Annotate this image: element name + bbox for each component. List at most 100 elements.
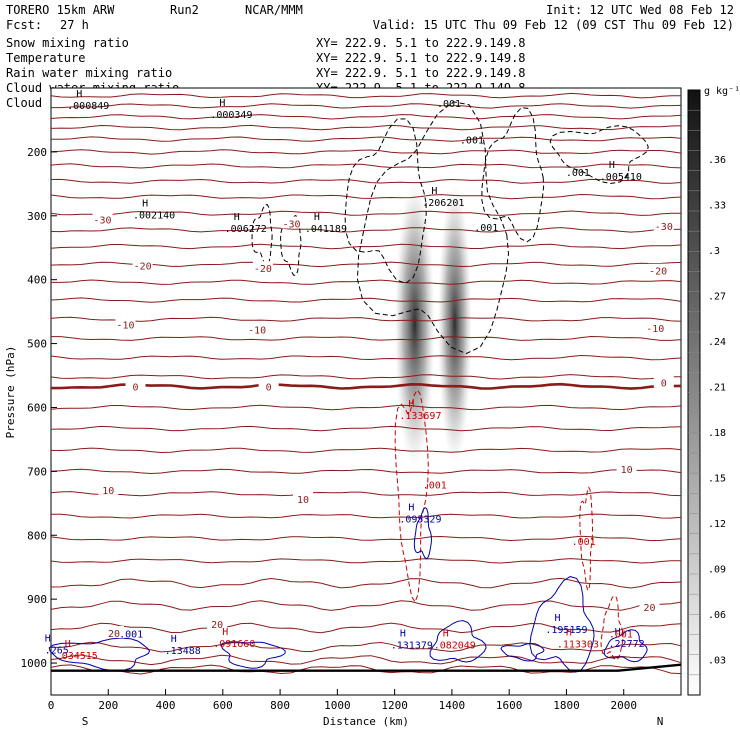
y-axis-title: Pressure (hPa) bbox=[4, 346, 17, 439]
max-marker-17: H bbox=[45, 633, 51, 644]
legend-label-0: Snow mixing ratio bbox=[6, 36, 129, 50]
max-marker-14: H bbox=[566, 628, 572, 639]
x-tick-label-8: 1600 bbox=[496, 699, 523, 712]
south-endpoint: S bbox=[82, 715, 89, 728]
rain-contour-east bbox=[579, 486, 594, 592]
max-marker-15: H bbox=[615, 627, 621, 638]
temp-label-13: 10 bbox=[297, 495, 309, 506]
temperature-line-25 bbox=[50, 513, 682, 519]
colorbar-label-11: .03 bbox=[708, 656, 726, 667]
init-time: Init: 12 UTC Wed 08 Feb 12 bbox=[546, 3, 734, 17]
temperature-line-26 bbox=[50, 535, 682, 542]
temp-label-bg-14 bbox=[616, 461, 637, 474]
x-tick-label-7: 1400 bbox=[439, 699, 466, 712]
forecast-hour: 27 h bbox=[60, 18, 89, 32]
legend-xy-1: XY= 222.9. 5.1 to 222.9.149.8 bbox=[316, 51, 526, 65]
colorbar-label-1: .33 bbox=[708, 201, 726, 212]
temp-label-bg-15 bbox=[104, 626, 124, 639]
temp-label-bg-13 bbox=[293, 491, 313, 504]
temp-label-11: 0 bbox=[661, 379, 667, 390]
temp-label-9: 0 bbox=[132, 382, 138, 393]
colorbar-label-9: .09 bbox=[708, 565, 726, 576]
max-value-16: .034515 bbox=[56, 651, 98, 662]
contour-labels: -30 -30 -30 -20 -20 -20 -10 -10 -10 0 0 0 10 10 10 20 20… bbox=[45, 89, 674, 662]
temperature-line-30 bbox=[50, 622, 682, 634]
cloud-water-contour-mid bbox=[413, 506, 433, 560]
temperature-line-9 bbox=[50, 210, 681, 216]
temperature-line-27 bbox=[50, 558, 681, 564]
y-tick-label-7: 900 bbox=[27, 593, 47, 606]
temperature-line-10 bbox=[50, 227, 682, 233]
temp-label-bg-5 bbox=[648, 263, 669, 276]
max-value-9: .091660 bbox=[213, 639, 255, 650]
rain-contour-main bbox=[394, 389, 429, 604]
contour-label-6: .001 bbox=[119, 629, 143, 640]
colorbar-label-5: .21 bbox=[708, 383, 726, 394]
snow-contour-small-2 bbox=[280, 214, 302, 276]
max-marker-9: H bbox=[222, 627, 228, 638]
colorbar-label-4: .24 bbox=[708, 337, 726, 348]
temperature-line-11 bbox=[50, 243, 682, 250]
temp-label-bg-1 bbox=[281, 216, 302, 229]
north-endpoint: N bbox=[657, 715, 664, 728]
temp-label-bg-9 bbox=[125, 379, 146, 392]
legend-label-1: Temperature bbox=[6, 51, 85, 65]
max-marker-0: H bbox=[76, 89, 82, 100]
cloud-water-contour-6 bbox=[500, 642, 545, 662]
temp-label-8: -10 bbox=[646, 324, 664, 335]
temperature-line-4 bbox=[50, 136, 682, 142]
colorbar-label-2: .3 bbox=[708, 246, 720, 257]
max-marker-13: H bbox=[554, 613, 560, 624]
temperature-line-20 bbox=[50, 404, 682, 411]
y-tick-label-1: 300 bbox=[27, 210, 47, 223]
max-value-11: .131379 bbox=[391, 640, 433, 651]
org-label: NCAR/MMM bbox=[245, 3, 303, 17]
temperature-line-28 bbox=[50, 577, 682, 589]
contour-label-0: .001 bbox=[437, 99, 461, 110]
cloud-water-contour-1 bbox=[429, 620, 487, 663]
temp-label-6: -10 bbox=[116, 320, 134, 331]
axes: 0 200 400 600 800 1000 1200 1400 1600 1800 2000200… bbox=[21, 146, 637, 712]
temperature-line-18 bbox=[50, 374, 681, 380]
x-axis-title: Distance (km) bbox=[323, 715, 409, 728]
y-tick-label-5: 700 bbox=[27, 465, 47, 478]
temperature-line-14 bbox=[50, 297, 682, 303]
max-marker-5: H bbox=[431, 186, 437, 197]
legend-label-2: Rain water mixing ratio bbox=[6, 66, 172, 80]
colorbar-label-8: .12 bbox=[708, 519, 726, 530]
max-marker-7: H bbox=[408, 399, 414, 410]
max-marker-6: H bbox=[609, 160, 615, 171]
temp-label-5: -20 bbox=[649, 267, 667, 278]
x-tick-label-2: 400 bbox=[156, 699, 176, 712]
contour-label-7: .001 bbox=[609, 629, 633, 640]
x-tick-label-1: 200 bbox=[98, 699, 118, 712]
temperature-line-22 bbox=[50, 447, 682, 454]
max-value-4: .041189 bbox=[305, 224, 347, 235]
temp-label-17: 20 bbox=[643, 603, 655, 614]
temperature-line-16 bbox=[51, 335, 682, 341]
cloud-water-contour-4 bbox=[220, 641, 286, 669]
contour-label-1: .001 bbox=[460, 136, 484, 147]
colorbar-unit: g kg⁻¹ bbox=[704, 86, 740, 97]
temperature-line-6 bbox=[50, 163, 682, 169]
y-tick-label-0: 200 bbox=[27, 146, 47, 159]
temperature-line-3 bbox=[50, 124, 682, 131]
temperature-line-5 bbox=[50, 149, 682, 155]
y-tick-label-6: 800 bbox=[27, 529, 47, 542]
temp-label-12: 10 bbox=[102, 486, 114, 497]
max-value-6: .005410 bbox=[600, 172, 642, 183]
x-tick-label-0: 0 bbox=[48, 699, 55, 712]
max-value-13: .195159 bbox=[545, 625, 587, 636]
temp-label-bg-4 bbox=[252, 261, 273, 274]
max-value-15: .22772 bbox=[609, 639, 645, 650]
terrain-surface bbox=[50, 663, 682, 672]
max-value-12: .082049 bbox=[434, 640, 476, 651]
temperature-line-7 bbox=[50, 178, 682, 184]
cloud-water-contour-3 bbox=[603, 629, 648, 663]
temperature-line-29 bbox=[50, 600, 682, 611]
max-value-3: .006272 bbox=[225, 224, 267, 235]
temperature-line-8 bbox=[50, 193, 682, 200]
temperature-line-21 bbox=[50, 425, 682, 432]
contour-label-3: .001 bbox=[474, 223, 498, 234]
temp-label-10: 0 bbox=[266, 382, 272, 393]
